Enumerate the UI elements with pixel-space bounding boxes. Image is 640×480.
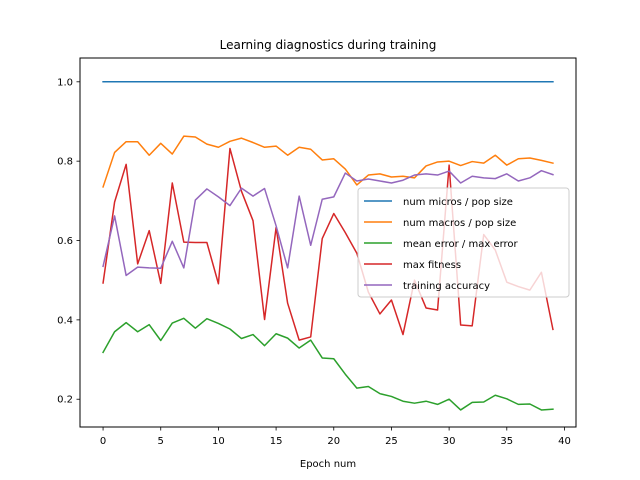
legend: num micros / pop size num macros / pop si… — [357, 187, 570, 298]
y-tick-label: 0.2 — [57, 395, 73, 406]
legend-label: num micros / pop size — [403, 197, 513, 208]
x-tick-label: 10 — [212, 436, 225, 447]
x-tick-label: 25 — [385, 436, 398, 447]
x-axis-label: Epoch num — [300, 459, 356, 470]
y-tick-label: 1.0 — [57, 77, 73, 88]
x-tick-label: 15 — [270, 436, 283, 447]
series-line-mean-error-max-error — [102, 317, 554, 411]
plot-area — [79, 57, 577, 428]
x-tick-label: 20 — [327, 436, 340, 447]
y-tick-label: 0.4 — [57, 315, 73, 326]
series-line-training-accuracy — [102, 169, 554, 277]
legend-label: training accuracy — [403, 281, 490, 292]
x-tick-label: 0 — [100, 436, 106, 447]
x-tick-label: 5 — [158, 436, 164, 447]
series-line-num-macros-pop-size — [102, 135, 554, 188]
legend-box — [357, 187, 570, 298]
y-axis: 0.2 0.4 0.6 0.8 1.0 — [57, 77, 80, 406]
x-tick-label: 35 — [500, 436, 513, 447]
chart-title: Learning diagnostics during training — [220, 38, 437, 52]
y-tick-label: 0.6 — [57, 236, 73, 247]
x-tick-label: 30 — [443, 436, 456, 447]
y-tick-label: 0.8 — [57, 157, 73, 168]
legend-label: mean error / max error — [403, 239, 519, 250]
x-axis: 0 5 10 15 20 25 30 35 40 — [100, 427, 571, 447]
legend-label: num macros / pop size — [403, 218, 516, 229]
x-tick-label: 40 — [558, 436, 571, 447]
legend-label: max fitness — [403, 260, 461, 271]
